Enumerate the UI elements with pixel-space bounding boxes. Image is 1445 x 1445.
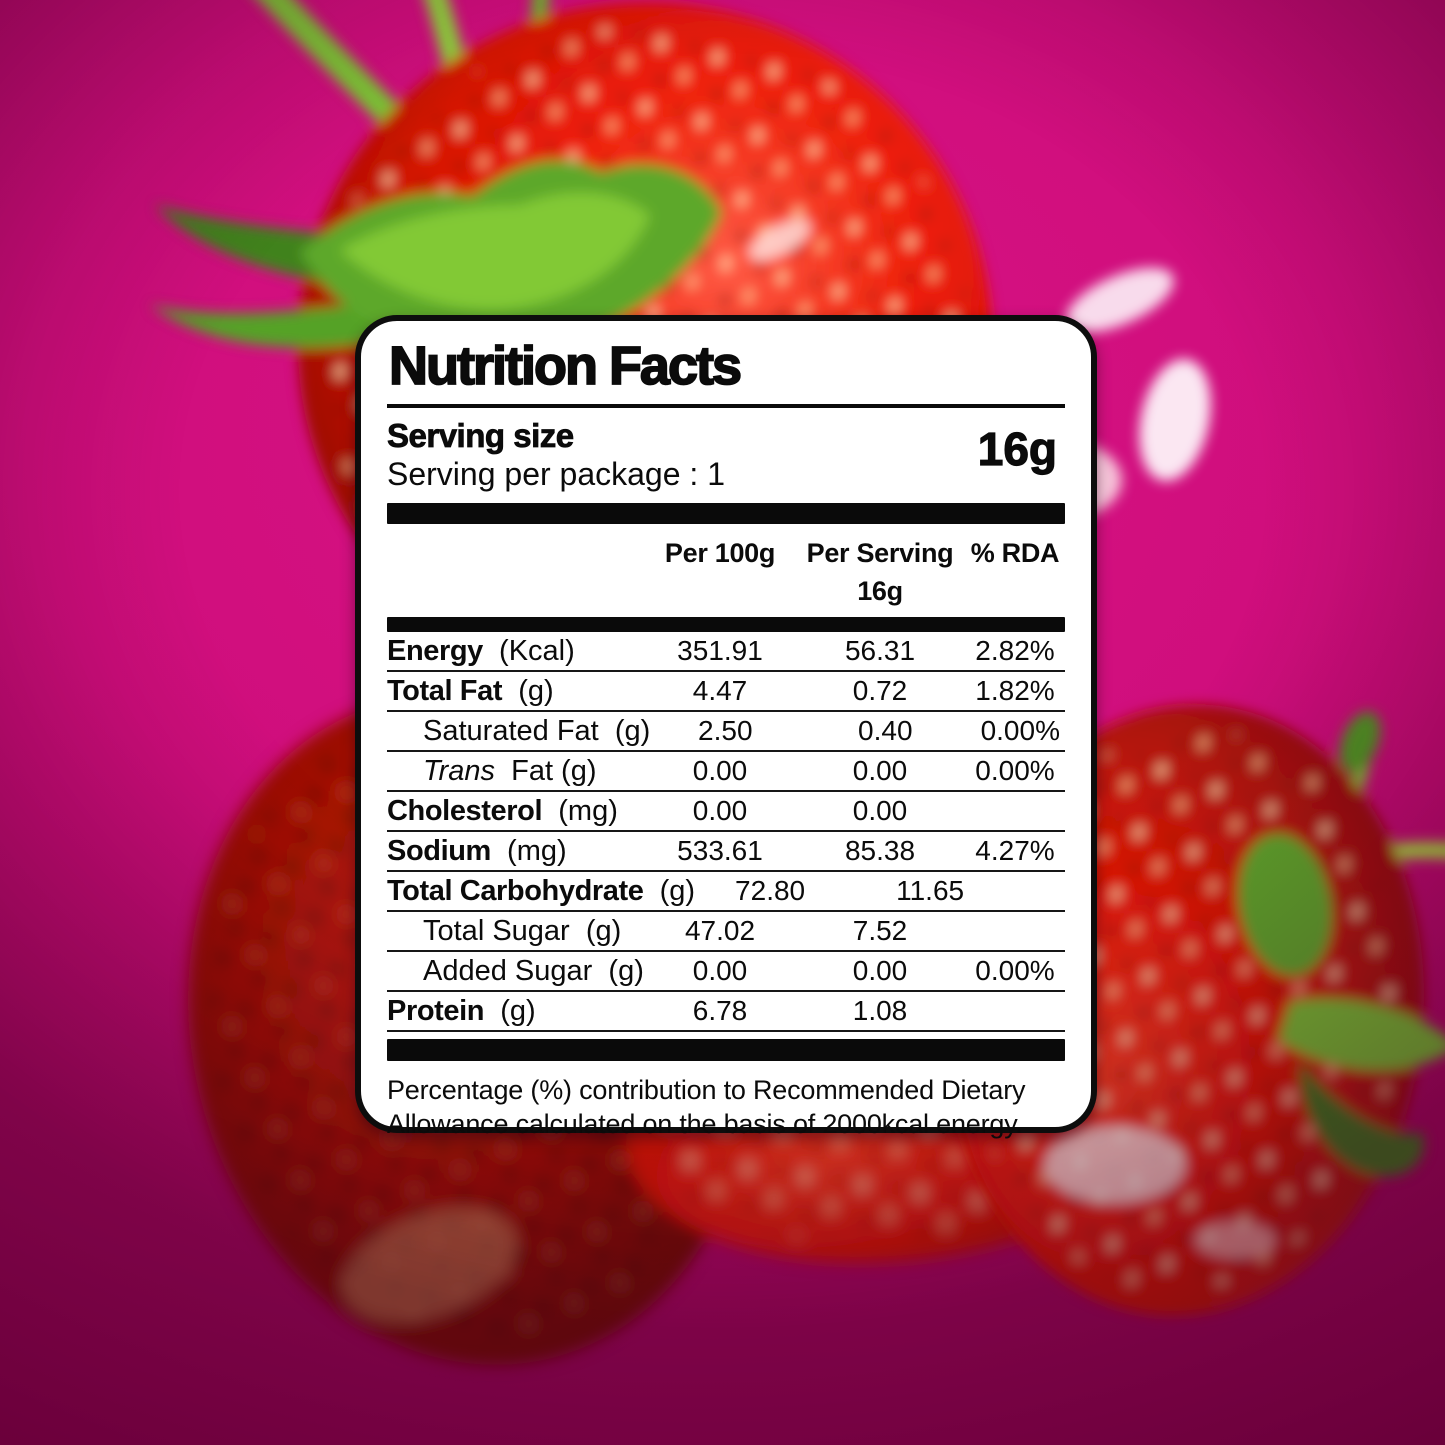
nutrient-unit: (Kcal) <box>490 634 575 667</box>
nutrient-name: Saturated Fat <box>423 714 599 747</box>
label-title: Nutrition Facts <box>388 336 743 396</box>
table-row: Protein (g) 6.78 1.08 <box>387 992 1065 1032</box>
nutrient-name: Sodium <box>387 834 491 867</box>
nutrient-unit: (mg) <box>499 834 567 867</box>
value-rda: 0.00% <box>975 755 1055 786</box>
table-row: Total Fat (g) 4.47 0.72 1.82% <box>387 672 1065 712</box>
value-per-100g: 0.00 <box>692 955 748 986</box>
table-row: Cholesterol (mg) 0.00 0.00 <box>387 792 1065 832</box>
rda-footnote: Percentage (%) contribution to Recommend… <box>387 1075 1026 1139</box>
value-per-100g: 47.02 <box>684 915 756 946</box>
value-per-100g: 533.61 <box>677 835 763 866</box>
value-per-serving: 7.52 <box>852 915 908 946</box>
nutrition-facts-label: Nutrition Facts Serving size Serving per… <box>355 315 1097 1139</box>
thick-divider-header <box>387 617 1065 632</box>
value-rda: 0.00% <box>980 715 1060 746</box>
serving-size-label: Serving size <box>387 417 575 455</box>
value-rda: 0.00% <box>975 955 1055 986</box>
table-header: Per 100g Per Serving 16g % RDA <box>387 524 1065 617</box>
value-per-serving: 0.00 <box>852 755 908 786</box>
value-per-serving: 0.00 <box>852 795 908 826</box>
nutrient-unit: (g) <box>577 914 622 947</box>
table-row: Sodium (mg) 533.61 85.38 4.27% <box>387 832 1065 872</box>
value-per-100g: 0.00 <box>692 755 748 786</box>
column-header-per-serving-sub: 16g <box>857 576 903 606</box>
value-per-100g: 6.78 <box>692 995 748 1026</box>
value-per-serving: 85.38 <box>844 835 916 866</box>
serving-per-package: Serving per package : 1 <box>387 456 725 492</box>
nutrient-name: Trans <box>423 754 495 787</box>
table-row: Energy (Kcal) 351.91 56.31 2.82% <box>387 632 1065 672</box>
nutrient-unit: (g) <box>510 674 554 707</box>
value-per-100g: 4.47 <box>692 675 748 706</box>
nutrient-name: Added Sugar <box>423 954 593 987</box>
thick-divider-top <box>387 503 1065 524</box>
nutrient-unit: Fat (g) <box>503 754 597 787</box>
value-per-serving: 0.00 <box>852 955 908 986</box>
value-per-serving: 11.65 <box>896 875 965 906</box>
nutrition-table-body: Energy (Kcal) 351.91 56.31 2.82% Total F… <box>387 632 1065 1032</box>
table-row: Total Sugar (g) 47.02 7.52 <box>387 912 1065 952</box>
nutrient-name: Cholesterol <box>387 794 543 827</box>
nutrient-name: Total Fat <box>387 674 503 707</box>
nutrient-name: Protein <box>387 994 485 1027</box>
value-rda: 4.27% <box>975 835 1055 866</box>
column-header-rda: % RDA <box>970 538 1060 568</box>
table-row: Trans Fat (g) 0.00 0.00 0.00% <box>387 752 1065 792</box>
table-row: Added Sugar (g) 0.00 0.00 0.00% <box>387 952 1065 992</box>
value-rda: 2.82% <box>975 635 1055 666</box>
nutrient-name: Total Carbohydrate <box>387 874 644 907</box>
value-per-serving: 0.40 <box>858 715 913 746</box>
nutrient-unit: (mg) <box>550 794 618 827</box>
value-per-100g: 351.91 <box>677 635 763 666</box>
table-row: Saturated Fat (g) 2.50 0.40 0.00% <box>387 712 1065 752</box>
strawberry-right-image <box>946 704 1445 1316</box>
column-header-per-serving: Per Serving 16g <box>795 538 965 607</box>
nutrient-unit: (g) <box>606 714 651 747</box>
value-per-serving: 1.08 <box>852 995 908 1026</box>
value-per-serving: 56.31 <box>844 635 916 666</box>
value-per-100g: 72.80 <box>735 875 806 906</box>
value-per-100g: 0.00 <box>692 795 748 826</box>
value-per-serving: 0.72 <box>852 675 908 706</box>
title-divider <box>387 404 1065 408</box>
nutrient-unit: (g) <box>651 874 696 907</box>
nutrient-unit: (g) <box>600 954 644 987</box>
thick-divider-bottom <box>387 1039 1065 1061</box>
nutrient-name: Total Sugar <box>423 914 570 947</box>
column-header-per-100g: Per 100g <box>664 538 776 568</box>
value-per-100g: 2.50 <box>698 715 753 746</box>
value-rda: 1.82% <box>975 675 1055 706</box>
nutrient-name: Energy <box>387 634 483 667</box>
table-row: Total Carbohydrate (g) 72.80 11.65 <box>387 872 1065 912</box>
serving-block: Serving size Serving per package : 1 16g <box>387 417 1065 493</box>
serving-size-value: 16g <box>977 423 1057 475</box>
nutrient-unit: (g) <box>492 994 536 1027</box>
